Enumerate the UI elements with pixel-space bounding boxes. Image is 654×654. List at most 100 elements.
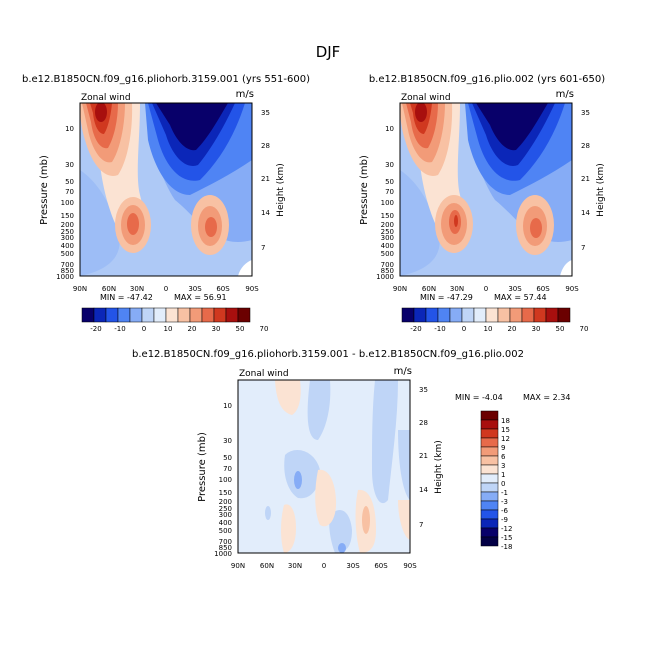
x-tick-label: 90S [403, 562, 417, 570]
y-tick-label: 700 [381, 261, 394, 269]
panel-a-height-axis-label: Height (km) [276, 163, 286, 217]
colorbar-label: -1 [501, 489, 508, 497]
panel-c-height-tick-labels: 35 28 21 14 7 [419, 386, 428, 529]
panel-b-variable-label: Zonal wind [401, 93, 451, 103]
x-tick-label: 30N [130, 285, 144, 293]
panel-a-title: b.e12.B1850CN.f09_g16.pliohorb.3159.001 … [22, 74, 310, 85]
panel-c-height-axis-label: Height (km) [434, 440, 444, 494]
x-tick-label: 30S [508, 285, 522, 293]
colorbar-label: -18 [501, 543, 512, 551]
panel-a-frame [79, 102, 253, 277]
negative-region-equator [307, 380, 331, 440]
y-tick-label: 150 [61, 212, 74, 220]
colorbar-swatch [189, 307, 203, 323]
y-tick-label: 70 [65, 188, 74, 196]
colorbar-swatch [480, 509, 499, 520]
colorbar-swatch [437, 307, 451, 323]
y-tick-label: 850 [219, 544, 232, 552]
colorbar-swatch [473, 307, 487, 323]
y-tick-label: 250 [61, 228, 74, 236]
panel-b-max-label: MAX = 57.44 [494, 293, 547, 302]
easterly-jet-core [156, 103, 228, 151]
nh-subtropical-jet-core [127, 213, 139, 235]
colorbar-swatch [485, 307, 499, 323]
colorbar-swatch [425, 307, 439, 323]
y-tick-label: 200 [61, 221, 74, 229]
panel-c-units: m/s [394, 366, 412, 377]
y-tick-label: 30 [65, 161, 74, 169]
y-tick-label: 400 [61, 242, 74, 250]
panel-a: b.e12.B1850CN.f09_g16.pliohorb.3159.001 … [22, 74, 310, 333]
y-tick-label: 70 [223, 465, 232, 473]
panel-c: b.e12.B1850CN.f09_g16.pliohorb.3159.001 … [132, 349, 570, 570]
panel-c-min-label: MIN = -4.04 [455, 393, 503, 402]
colorbar-swatch [480, 437, 499, 448]
y-tick-label: 400 [219, 519, 232, 527]
y-tick-label: 850 [381, 267, 394, 275]
easterly-jet-core [476, 103, 548, 151]
colorbar-label: 50 [556, 325, 565, 333]
colorbar-label: 18 [501, 417, 510, 425]
panel-a-y-axis-label: Pressure (mb) [39, 155, 50, 225]
colorbar-swatch [213, 307, 227, 323]
y-tick-label: 250 [381, 228, 394, 236]
y-tick-label: 500 [219, 527, 232, 535]
colorbar-swatch [201, 307, 215, 323]
x-tick-label: 30N [288, 562, 302, 570]
y-tick-label: 250 [219, 505, 232, 513]
positive-core [362, 506, 370, 534]
y-tick-label: 500 [61, 250, 74, 258]
height-tick-label: 21 [419, 452, 428, 460]
colorbar-swatch [480, 482, 499, 493]
x-tick-label: 90S [565, 285, 579, 293]
colorbar-swatch [480, 446, 499, 457]
panel-a-height-tick-labels: 35 28 21 14 7 [261, 109, 270, 252]
colorbar-label: 0 [142, 325, 146, 333]
panel-b-height-axis-label: Height (km) [596, 163, 606, 217]
colorbar-label: 70 [580, 325, 589, 333]
x-tick-label: 0 [322, 562, 326, 570]
y-tick-label: 1000 [56, 273, 74, 281]
westerly-jet-core [415, 103, 427, 122]
y-tick-label: 300 [219, 511, 232, 519]
colorbar-swatch [480, 473, 499, 484]
y-tick-label: 30 [385, 161, 394, 169]
sh-subtropical-jet-core [530, 218, 542, 238]
x-tick-label: 30S [346, 562, 360, 570]
negative-region-sh-lower [398, 430, 410, 500]
colorbar-swatch [480, 464, 499, 475]
x-tick-label: 90N [231, 562, 245, 570]
colorbar-swatch [449, 307, 463, 323]
colorbar-label: 10 [484, 325, 493, 333]
colorbar-label: -20 [90, 325, 101, 333]
y-tick-label: 300 [61, 234, 74, 242]
height-tick-label: 35 [261, 109, 270, 117]
colorbar-swatch [461, 307, 475, 323]
y-tick-label: 10 [385, 125, 394, 133]
y-tick-label: 150 [219, 489, 232, 497]
y-tick-label: 70 [385, 188, 394, 196]
panel-a-x-tick-labels: 90N 60N 30N 0 30S 60S 90S [73, 285, 259, 293]
x-tick-label: 30N [450, 285, 464, 293]
colorbar-swatch [480, 518, 499, 529]
panel-b-y-tick-labels: 10 30 50 70 100 150 200 250 300 400 500 … [376, 125, 394, 281]
panel-b-y-axis-label: Pressure (mb) [359, 155, 370, 225]
panel-b-height-tick-labels: 35 28 21 14 7 [581, 109, 590, 252]
y-tick-label: 150 [381, 212, 394, 220]
x-tick-label: 90N [73, 285, 87, 293]
positive-region-polar [398, 500, 410, 540]
height-tick-label: 7 [419, 521, 423, 529]
height-tick-label: 21 [261, 175, 270, 183]
positive-region-stratosphere [275, 380, 301, 415]
y-tick-label: 100 [61, 199, 74, 207]
colorbar-swatch [401, 307, 415, 323]
colorbar-swatch [93, 307, 107, 323]
y-tick-label: 100 [381, 199, 394, 207]
colorbar-label: 20 [188, 325, 197, 333]
colorbar-swatch [557, 307, 571, 323]
positive-region-lower-left [281, 504, 296, 553]
colorbar-swatch [165, 307, 179, 323]
panel-a-variable-label: Zonal wind [81, 93, 131, 103]
height-tick-label: 7 [581, 244, 585, 252]
